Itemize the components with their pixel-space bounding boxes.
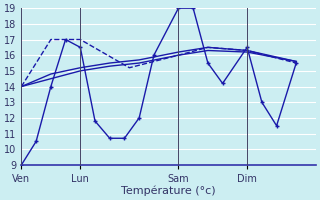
X-axis label: Température (°c): Température (°c) <box>121 185 216 196</box>
